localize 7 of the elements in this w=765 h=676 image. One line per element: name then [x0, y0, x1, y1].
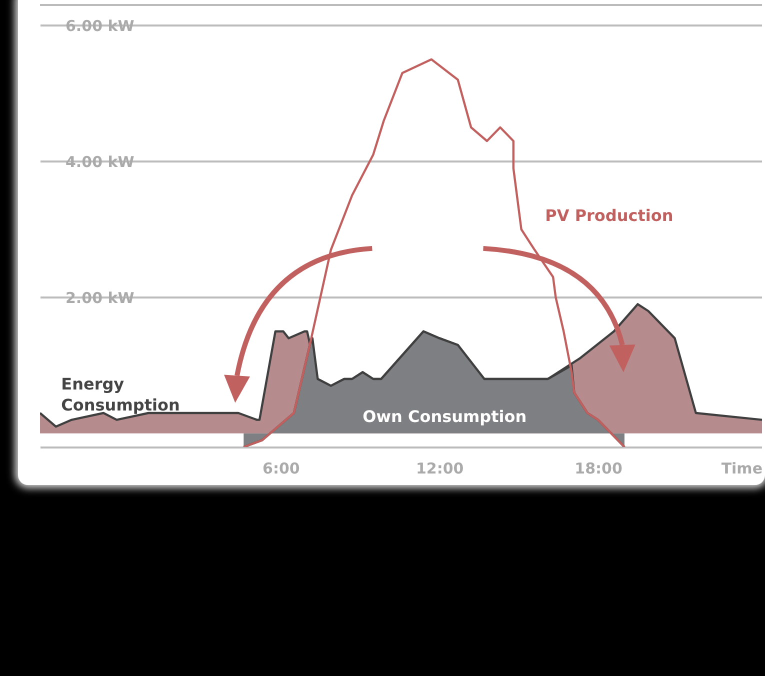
x-tick-label: 6:00 — [262, 460, 300, 478]
x-tick-label: 18:00 — [574, 460, 622, 478]
x-tick-label: 12:00 — [416, 460, 464, 478]
series-label: Own Consumption — [362, 407, 527, 426]
x-axis-title: Time — [721, 460, 762, 478]
series-label: Energy Consumption — [61, 374, 180, 414]
series-label: PV Production — [545, 206, 674, 225]
